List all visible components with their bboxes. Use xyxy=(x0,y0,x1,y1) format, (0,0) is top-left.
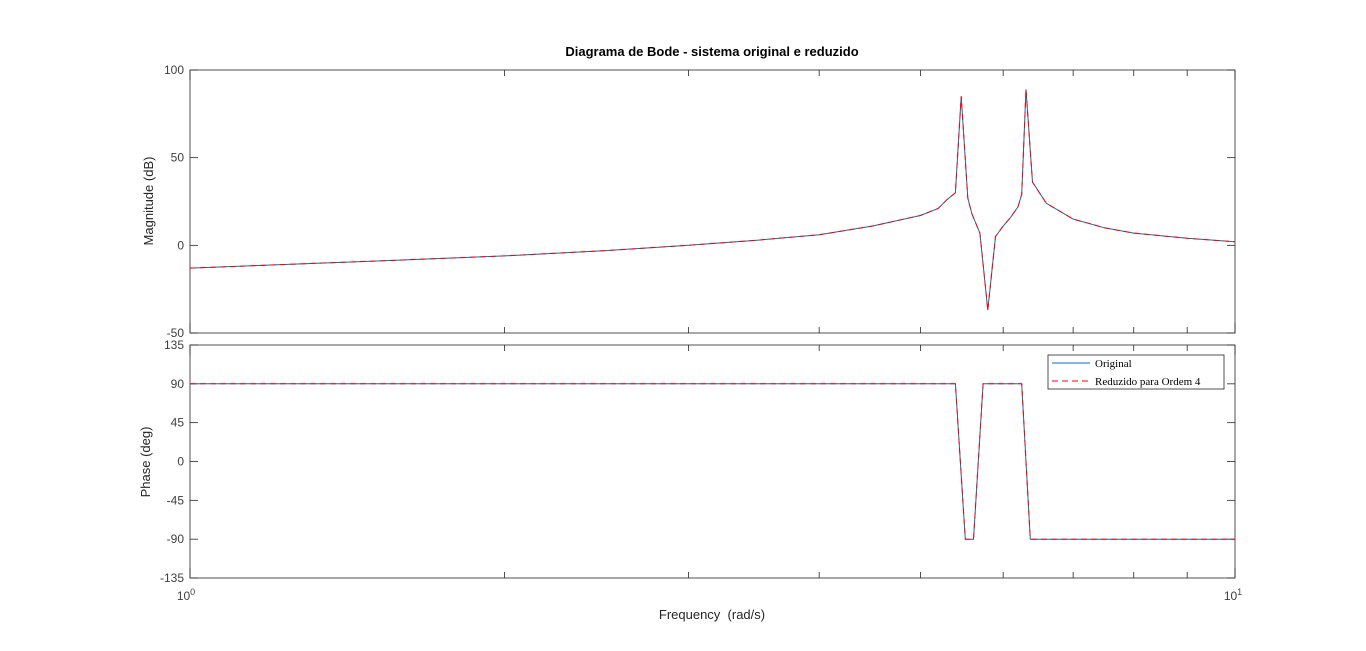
phase-y-tick-label-6: -135 xyxy=(160,571,184,585)
x-tick-0-exp: 0 xyxy=(190,587,195,597)
mag-y-tick-label-1: 50 xyxy=(171,151,185,165)
magnitude-axes: 100 50 0 -50 Magnitude (dB) xyxy=(141,63,1236,340)
x-tick-1-base: 10 xyxy=(1224,589,1238,603)
x-tick-label-0: 100 xyxy=(177,587,195,603)
magnitude-series xyxy=(189,89,1236,311)
phase-y-tick-label-2: 45 xyxy=(171,416,185,430)
phase-y-tick-label-5: -90 xyxy=(167,532,185,546)
phase-series xyxy=(190,383,1235,540)
phase-y-label: Phase (deg) xyxy=(138,427,153,498)
mag-y-tick-label-2: 0 xyxy=(177,238,184,252)
phase-axes: 135 90 45 0 -45 -90 -135 Phase (deg) Frequency… xyxy=(138,338,1242,622)
legend[interactable]: Original Reduzido para Ordem 4 xyxy=(1047,354,1225,390)
phase-y-ticks: 135 90 45 0 -45 -90 -135 xyxy=(160,338,1235,585)
phase-series-reduced-line xyxy=(190,383,1235,540)
mag-y-tick-label-3: -50 xyxy=(167,326,185,340)
x-axis-label: Frequency (rad/s) xyxy=(659,607,765,622)
magnitude-plot-box xyxy=(189,69,1236,334)
phase-y-tick-label-1: 90 xyxy=(171,377,185,391)
legend-label-original: Original xyxy=(1095,358,1132,370)
phase-y-tick-label-3: 0 xyxy=(177,455,184,469)
phase-y-tick-label-4: -45 xyxy=(167,493,185,507)
chart-title: Diagrama de Bode - sistema original e re… xyxy=(565,44,858,59)
magnitude-x-ticks xyxy=(189,70,1236,333)
phase-x-ticks xyxy=(189,345,1236,578)
mag-series-reduced-line xyxy=(189,89,1236,311)
mag-y-tick-label-0: 100 xyxy=(164,63,184,77)
x-tick-label-1: 101 xyxy=(1224,587,1242,603)
magnitude-y-ticks: 100 50 0 -50 xyxy=(164,63,1235,340)
legend-label-reduced: Reduzido para Ordem 4 xyxy=(1095,376,1201,388)
phase-y-tick-label-0: 135 xyxy=(164,338,184,352)
x-tick-1-exp: 1 xyxy=(1237,587,1242,597)
x-tick-0-base: 10 xyxy=(177,589,191,603)
magnitude-y-label: Magnitude (dB) xyxy=(141,157,156,246)
legend-box xyxy=(1047,354,1225,390)
